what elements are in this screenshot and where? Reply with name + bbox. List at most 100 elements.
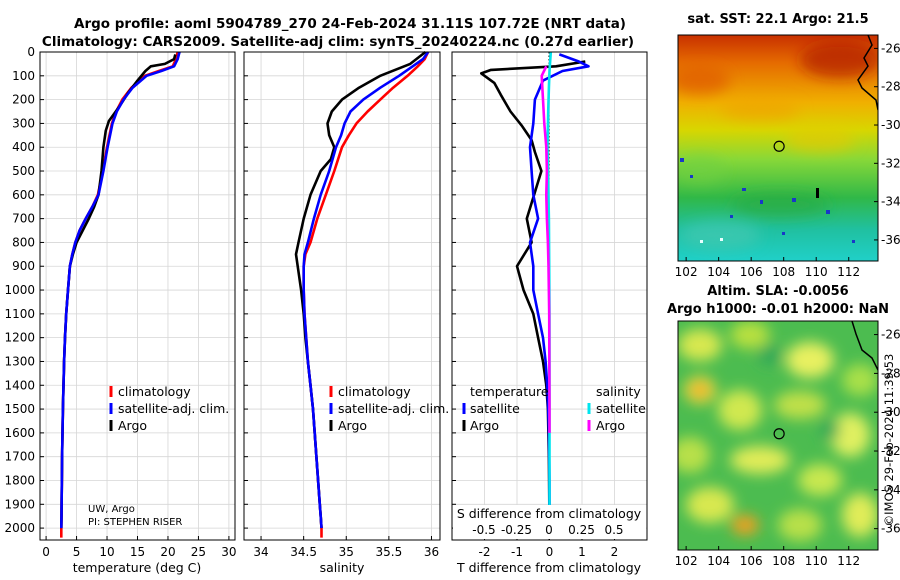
difference-series [479, 51, 590, 529]
x-tick-label: 36 [424, 545, 439, 559]
sst-patch [678, 156, 725, 184]
map-x-tick-label: 110 [805, 554, 828, 568]
map-x-tick-label: 112 [837, 265, 860, 279]
map-x-tick-label: 112 [837, 554, 860, 568]
map-x-tick-label: 104 [707, 265, 730, 279]
cloud-pixel [680, 158, 684, 162]
cloud-pixel [826, 210, 830, 214]
sla-blob [678, 329, 722, 361]
sla-blob [730, 446, 790, 474]
s-difference-label: S difference from climatology [457, 506, 642, 521]
salinity-panel: 34 34.5 35 35.5 36 salinity climatology sate… [243, 50, 449, 575]
y-tick-label: 0 [27, 45, 35, 59]
x-tick-label: 10 [99, 545, 114, 559]
sla-blob [820, 420, 840, 440]
y-tick-label: 1500 [4, 402, 35, 416]
cloud-pixel [742, 188, 746, 191]
difference-xlabel: T difference from climatology [456, 560, 642, 575]
series-line-temperature-satellite [528, 53, 590, 529]
sla-blob [718, 390, 762, 430]
y-tick-label: 700 [12, 212, 35, 226]
legend-label-climatology: climatology [118, 384, 191, 399]
sla-blob [786, 342, 834, 378]
map-x-tick-label: 108 [772, 554, 795, 568]
sst-patch [720, 100, 800, 120]
temperature-xlabel: temperature (deg C) [73, 560, 202, 575]
sla-map-title-2: Argo h1000: -0.01 h2000: NaN [667, 302, 889, 317]
legend-label-s-argo: Argo [596, 418, 625, 433]
cloud-pixel [720, 238, 723, 241]
salinity-grid [244, 51, 440, 540]
series-line-satellite-adj-clim- [302, 51, 430, 529]
sst-map-frame [677, 34, 879, 262]
credit-line-2: PI: STEPHEN RISER [88, 517, 182, 528]
sla-blob [730, 321, 770, 349]
temperature-legend: climatology satellite-adj. clim. Argo [109, 384, 229, 433]
cloud-pixel [852, 240, 855, 243]
map-y-tick-label: -28 [881, 80, 900, 94]
x-tick-label: 35 [339, 545, 354, 559]
sst-patch [680, 221, 760, 249]
map-y-tick-label: -26 [881, 328, 900, 342]
sla-blob [774, 391, 826, 419]
map-y-tick-label: -34 [881, 195, 900, 209]
sla-map-panel: Altim. SLA: -0.0056 Argo h1000: -0.01 h2… [667, 284, 900, 568]
map-x-tick-label: 108 [772, 265, 795, 279]
y-tick-label: 900 [12, 259, 35, 273]
map-x-tick-label: 102 [675, 265, 698, 279]
x-tick-label: 25 [191, 545, 206, 559]
x-tick-label: 1 [578, 545, 586, 559]
s-tick-label: 0.5 [604, 523, 623, 537]
map-y-tick-label: -32 [881, 156, 900, 170]
legend-label-argo: Argo [338, 418, 367, 433]
sla-blob [678, 437, 710, 473]
sla-blob [758, 345, 782, 365]
x-tick-label: 0 [42, 545, 50, 559]
sla-blob [842, 493, 878, 537]
legend-label-argo: Argo [118, 418, 147, 433]
legend-label-satellite: satellite-adj. clim. [338, 401, 449, 416]
top-axis-label-bg [453, 505, 646, 539]
salinity-xlabel: salinity [320, 560, 365, 575]
x-tick-label: 5 [73, 545, 81, 559]
s-tick-label: -0.5 [472, 523, 495, 537]
sst-patch [678, 66, 730, 94]
x-tick-label: 34.5 [290, 545, 317, 559]
argo-location-marker [773, 140, 785, 152]
sla-blob [830, 413, 870, 457]
s-difference-ticks: -0.5 -0.25 0 0.25 0.5 [472, 523, 623, 537]
s-tick-label: 0.25 [568, 523, 595, 537]
map-y-tick-label: -34 [881, 483, 900, 497]
y-tick-label: 1300 [4, 354, 35, 368]
sla-blob [778, 509, 822, 541]
legend-label-t-satellite: satellite [470, 401, 520, 416]
cloud-pixel [700, 240, 703, 243]
imos-timestamp: ©IMOS 29-Feb-2024 11:39:53 [882, 354, 896, 527]
temperature-panel: 0100200300400500600700800900100011001200… [4, 45, 236, 575]
x-tick-label: 15 [130, 545, 145, 559]
sst-map-panel: sat. SST: 22.1 Argo: 21.5 [675, 12, 900, 279]
argo-location-marker [773, 428, 785, 440]
temperature-ticks: 0100200300400500600700800900100011001200… [4, 45, 236, 559]
map-y-tick-label: -36 [881, 522, 900, 536]
y-tick-label: 1600 [4, 426, 35, 440]
map-y-tick-label: -30 [881, 405, 900, 419]
sst-patch [800, 42, 878, 78]
sst-cloud-pixels [680, 158, 855, 243]
sst-field [678, 35, 878, 261]
series-line-climatology [302, 51, 430, 538]
difference-legend: temperature satellite Argo salinity sate… [462, 384, 646, 433]
sla-texture [678, 321, 878, 541]
credit-line-1: UW, Argo [88, 504, 135, 515]
y-tick-label: 400 [12, 140, 35, 154]
y-tick-label: 800 [12, 235, 35, 249]
y-tick-label: 1900 [4, 497, 35, 511]
y-tick-label: 600 [12, 188, 35, 202]
legend-title-temperature: temperature [470, 384, 549, 399]
map-x-tick-label: 102 [675, 554, 698, 568]
cloud-pixel [730, 215, 733, 218]
salinity-legend: climatology satellite-adj. clim. Argo [329, 384, 449, 433]
cloud-pixel [760, 200, 763, 204]
sla-blob [798, 464, 842, 496]
